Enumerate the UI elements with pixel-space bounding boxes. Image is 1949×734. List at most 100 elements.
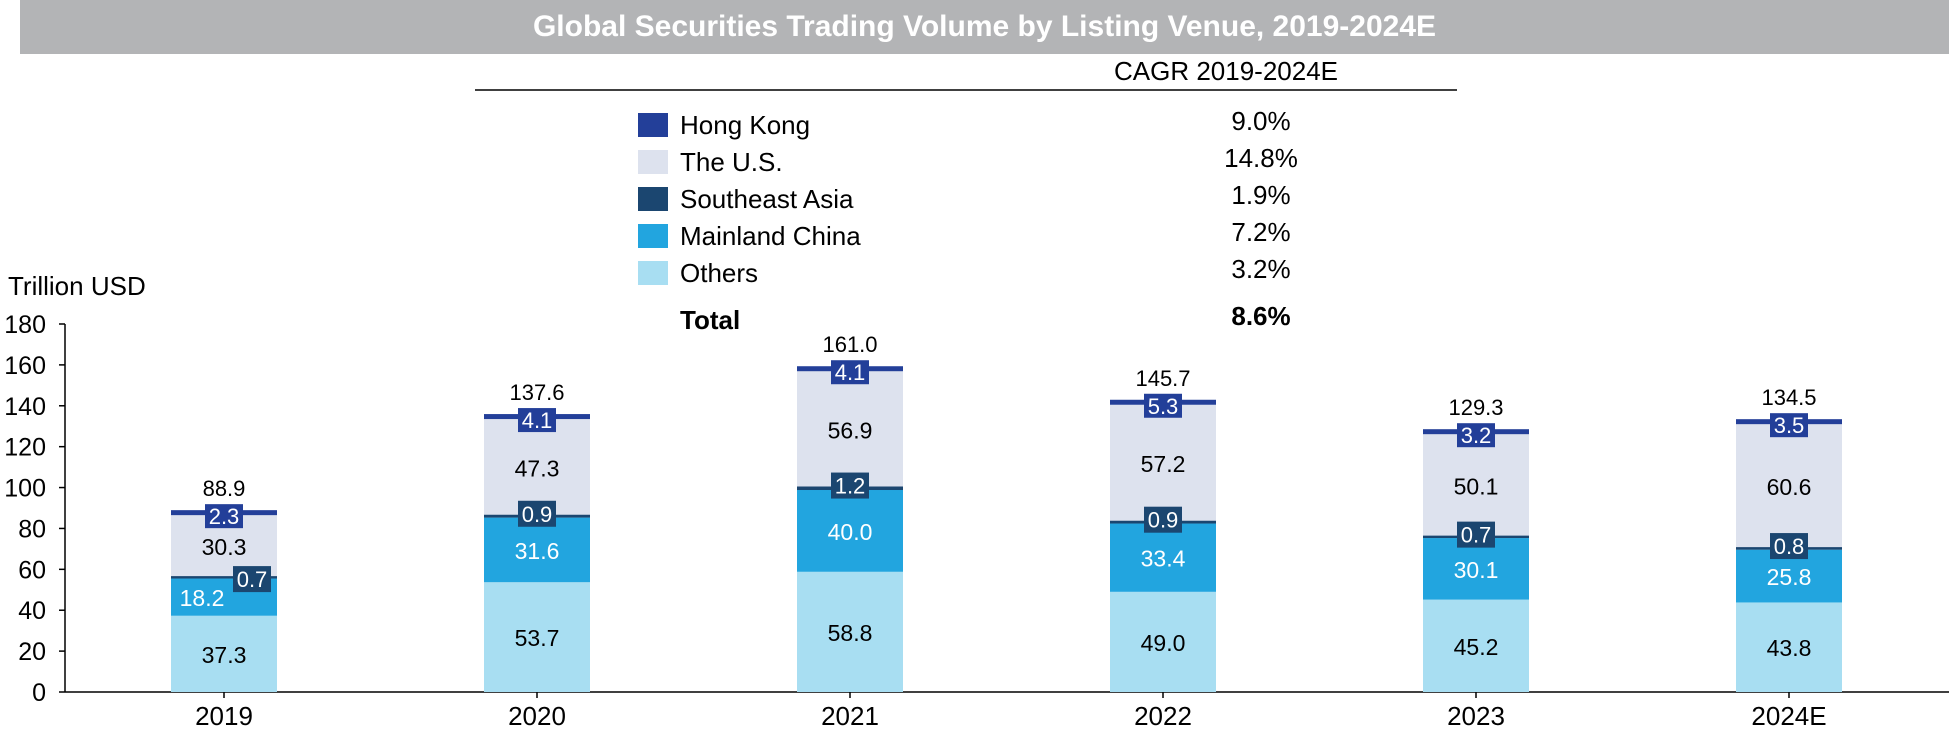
- bar-label-mainland_china: 40.0: [828, 519, 873, 545]
- x-tick-label: 2020: [508, 701, 566, 731]
- y-tick-label: 120: [4, 434, 46, 462]
- bar-label-southeast_asia: 0.9: [522, 502, 553, 527]
- axes: 0 20 40 60 80 100 120 140 160 180 2019 2020 2021 2022…: [4, 311, 1949, 731]
- cagr-header: CAGR 2019-2024E: [1114, 56, 1338, 86]
- chart-title-bar: Global Securities Trading Volume by List…: [20, 0, 1949, 54]
- bar-label-southeast_asia: 0.8: [1774, 534, 1805, 559]
- bar-segment-mainland_china: [484, 517, 590, 583]
- bar-label-southeast_asia: 0.9: [1148, 508, 1179, 533]
- y-tick-label: 100: [4, 475, 46, 503]
- bar-label-hong_kong: 2.3: [209, 504, 240, 529]
- bar-label-us: 56.9: [828, 417, 873, 443]
- x-tick-label: 2023: [1447, 701, 1505, 731]
- bar-segment-others: [1423, 599, 1529, 692]
- bar-total-label: 88.9: [203, 476, 246, 501]
- y-tick-label: 160: [4, 352, 46, 380]
- bar-label-southeast_asia: 1.2: [835, 474, 866, 499]
- y-tick-label: 180: [4, 311, 46, 339]
- y-tick-label: 140: [4, 393, 46, 421]
- chart-title: Global Securities Trading Volume by List…: [532, 10, 1437, 43]
- bar-segment-us: [1423, 434, 1529, 537]
- bar-segment-us: [1736, 424, 1842, 549]
- bar-label-hong_kong: 3.2: [1461, 423, 1492, 448]
- legend-swatch-southeast_asia: [638, 187, 668, 211]
- legend-swatch-hong_kong: [638, 113, 668, 137]
- legend-swatch-mainland_china: [638, 224, 668, 248]
- bar-segment-mainland_china: [1423, 538, 1529, 600]
- label-box-hong_kong: [1144, 393, 1182, 418]
- legend-cagr-us: 14.8%: [1224, 143, 1298, 173]
- y-tick-label: 40: [18, 597, 46, 625]
- bar-label-others: 49.0: [1141, 630, 1186, 656]
- legend-label-mainland_china: Mainland China: [680, 221, 861, 251]
- bar-segment-us: [484, 419, 590, 516]
- y-tick-label: 80: [18, 515, 46, 543]
- y-axis-label: Trillion USD: [8, 271, 146, 301]
- x-tick-label: 2019: [195, 701, 253, 731]
- bar-total-label: 137.6: [509, 380, 564, 405]
- bar-segment-mainland_china: [1110, 523, 1216, 592]
- bar-label-hong_kong: 4.1: [835, 360, 866, 385]
- legend: Hong Kong 9.0% The U.S. 14.8% Southeast Asia…: [638, 106, 1298, 288]
- bar-segment-us: [797, 371, 903, 488]
- label-box-southeast_asia: [831, 472, 869, 499]
- bar-label-us: 60.6: [1767, 474, 1812, 500]
- label-box-hong_kong: [205, 504, 243, 529]
- legend-swatch-us: [638, 150, 668, 174]
- bar-label-hong_kong: 4.1: [522, 408, 553, 433]
- bar-label-mainland_china: 18.2: [180, 585, 225, 611]
- bar-label-hong_kong: 5.3: [1148, 394, 1179, 419]
- bar-label-mainland_china: 31.6: [515, 538, 560, 564]
- label-box-hong_kong: [1770, 413, 1808, 438]
- y-tick-label: 60: [18, 556, 46, 584]
- bar-total-label: 145.7: [1135, 366, 1190, 391]
- legend-cagr-others: 3.2%: [1231, 254, 1290, 284]
- legend-cagr-southeast_asia: 1.9%: [1231, 180, 1290, 210]
- bar-label-us: 57.2: [1141, 451, 1186, 477]
- bar-label-southeast_asia: 0.7: [237, 567, 268, 592]
- label-box-hong_kong: [1457, 423, 1495, 448]
- legend-cagr-hong_kong: 9.0%: [1231, 106, 1290, 136]
- bars: 37.3 18.2 30.3 0.7 2.3 88.9 53.7 31.6 47.3 0.9 4.1…: [171, 332, 1842, 692]
- legend-label-others: Others: [680, 258, 758, 288]
- bar-label-mainland_china: 33.4: [1141, 546, 1186, 572]
- bar-label-mainland_china: 25.8: [1767, 564, 1812, 590]
- bar-label-hong_kong: 3.5: [1774, 413, 1805, 438]
- label-box-hong_kong: [831, 360, 869, 385]
- bar-segment-others: [1110, 591, 1216, 692]
- label-box-southeast_asia: [1457, 521, 1495, 548]
- bar-label-us: 50.1: [1454, 473, 1499, 499]
- bar-label-mainland_china: 30.1: [1454, 557, 1499, 583]
- bar-label-southeast_asia: 0.7: [1461, 523, 1492, 548]
- label-box-southeast_asia: [233, 566, 271, 593]
- label-box-southeast_asia: [1144, 506, 1182, 533]
- legend-cagr-mainland_china: 7.2%: [1231, 217, 1290, 247]
- legend-swatch-others: [638, 261, 668, 285]
- bar-segment-us: [1110, 404, 1216, 522]
- bar-label-us: 30.3: [202, 534, 247, 560]
- bar-label-others: 58.8: [828, 620, 873, 646]
- x-tick-label: 2021: [821, 701, 879, 731]
- label-box-hong_kong: [518, 408, 556, 433]
- bar-total-label: 161.0: [822, 332, 877, 357]
- bar-label-others: 37.3: [202, 642, 247, 668]
- bar-segment-others: [171, 615, 277, 692]
- legend-label-us: The U.S.: [680, 147, 783, 177]
- bar-segment-others: [797, 571, 903, 692]
- bar-label-us: 47.3: [515, 455, 560, 481]
- label-box-southeast_asia: [518, 500, 556, 527]
- bar-segment-others: [484, 582, 590, 692]
- bar-label-others: 45.2: [1454, 634, 1499, 660]
- bar-label-others: 43.8: [1767, 635, 1812, 661]
- legend-total-cagr: 8.6%: [1231, 301, 1290, 331]
- legend-label-hong_kong: Hong Kong: [680, 110, 810, 140]
- bar-segment-others: [1736, 602, 1842, 692]
- bar-segment-mainland_china: [797, 490, 903, 572]
- legend-label-southeast_asia: Southeast Asia: [680, 184, 854, 214]
- legend-total-label: Total: [680, 305, 740, 335]
- bar-label-others: 53.7: [515, 625, 560, 651]
- x-tick-label: 2022: [1134, 701, 1192, 731]
- y-tick-label: 20: [18, 638, 46, 666]
- bar-total-label: 134.5: [1761, 385, 1816, 410]
